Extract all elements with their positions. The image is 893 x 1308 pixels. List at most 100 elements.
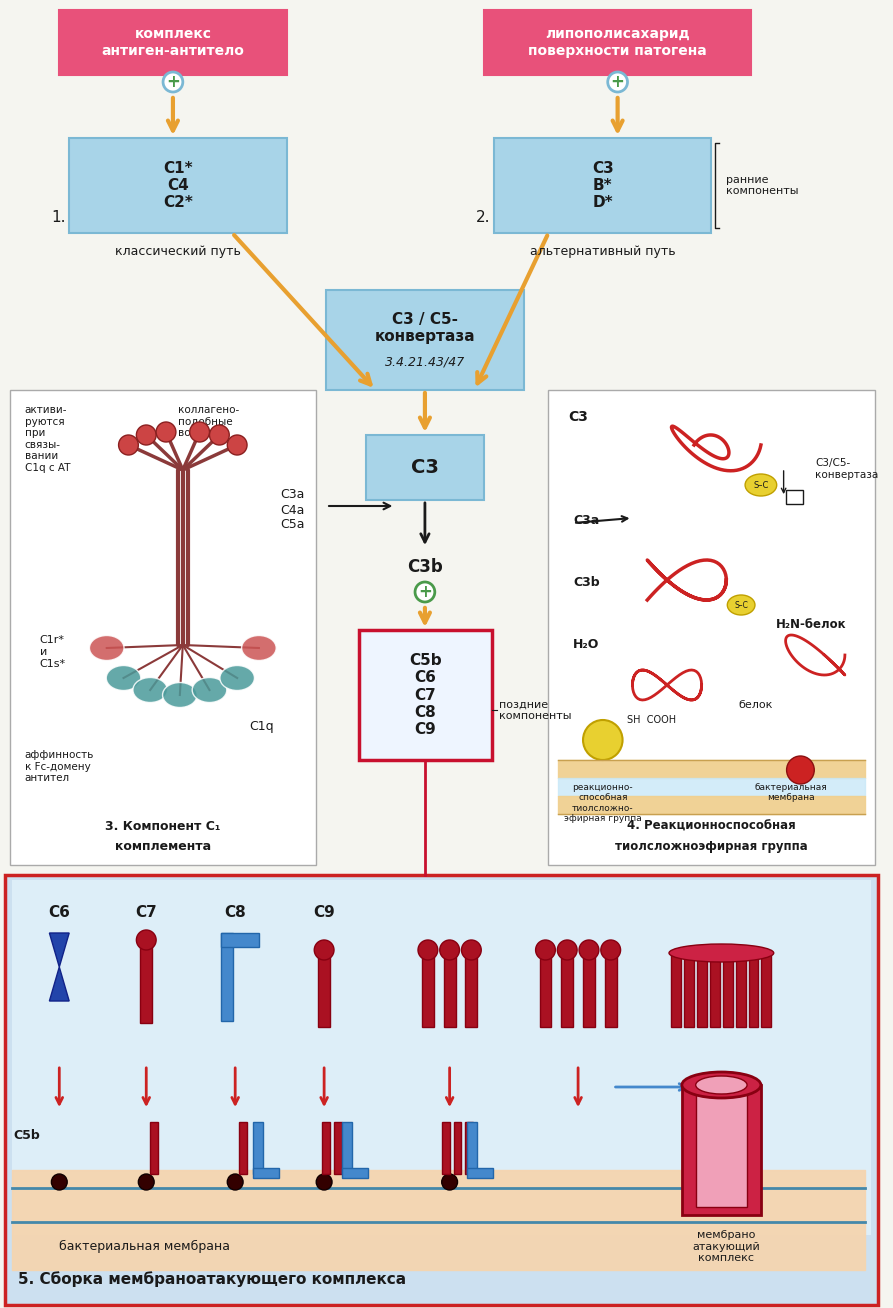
Text: +: + (611, 73, 624, 92)
FancyBboxPatch shape (454, 1122, 462, 1175)
Text: C3b: C3b (407, 559, 443, 576)
Ellipse shape (89, 636, 124, 661)
Text: 1.: 1. (52, 211, 66, 225)
FancyBboxPatch shape (682, 1086, 761, 1215)
FancyBboxPatch shape (342, 1168, 368, 1179)
FancyBboxPatch shape (583, 955, 595, 1027)
Text: 3.4.21.43/47: 3.4.21.43/47 (385, 356, 465, 369)
Text: C3: C3 (568, 409, 588, 424)
Ellipse shape (669, 944, 773, 961)
FancyBboxPatch shape (318, 955, 330, 1027)
Text: C7: C7 (136, 905, 157, 920)
Circle shape (314, 940, 334, 960)
Circle shape (579, 940, 599, 960)
FancyBboxPatch shape (342, 1122, 352, 1175)
Circle shape (442, 1175, 457, 1190)
Text: 2.: 2. (476, 211, 491, 225)
Circle shape (557, 940, 577, 960)
FancyBboxPatch shape (359, 630, 492, 760)
FancyBboxPatch shape (722, 954, 733, 1027)
Text: 4. Реакционноспособная: 4. Реакционноспособная (627, 820, 796, 833)
Text: C3a
C4a
C5a: C3a C4a C5a (280, 488, 305, 531)
Text: C6: C6 (48, 905, 71, 920)
FancyBboxPatch shape (442, 1122, 449, 1175)
FancyBboxPatch shape (484, 10, 751, 75)
Text: активи-
руются
при
связы-
вании
C1q с AT: активи- руются при связы- вании C1q с AT (25, 405, 71, 473)
Circle shape (536, 940, 555, 960)
Circle shape (583, 719, 622, 760)
Text: C5b: C5b (13, 1129, 40, 1142)
Circle shape (52, 1175, 67, 1190)
Circle shape (119, 436, 138, 455)
Circle shape (163, 72, 183, 92)
Ellipse shape (682, 1073, 761, 1097)
Text: комплекс
антиген-антитело: комплекс антиген-антитело (102, 27, 245, 58)
Text: C9: C9 (313, 905, 335, 920)
FancyBboxPatch shape (762, 954, 772, 1027)
FancyBboxPatch shape (365, 436, 484, 500)
Ellipse shape (106, 666, 141, 691)
Circle shape (787, 756, 814, 783)
Text: H₂N-белок: H₂N-белок (776, 619, 847, 632)
Text: S–C: S–C (753, 480, 769, 489)
FancyBboxPatch shape (10, 390, 316, 865)
Ellipse shape (727, 595, 755, 615)
FancyBboxPatch shape (59, 10, 287, 75)
FancyBboxPatch shape (253, 1168, 279, 1179)
Text: реакционно-
способная
тиолсложно-
эфирная группа: реакционно- способная тиолсложно- эфирна… (563, 783, 642, 823)
FancyBboxPatch shape (465, 1122, 473, 1175)
FancyBboxPatch shape (696, 1092, 747, 1207)
Circle shape (137, 425, 156, 445)
Circle shape (189, 422, 210, 442)
Text: C5b
C6
C7
C8
C9: C5b C6 C7 C8 C9 (409, 653, 442, 738)
FancyBboxPatch shape (467, 1122, 477, 1175)
Text: +: + (166, 73, 179, 92)
Text: C3: C3 (411, 458, 438, 477)
FancyBboxPatch shape (672, 954, 681, 1027)
FancyBboxPatch shape (221, 933, 259, 947)
Text: ранние
компоненты: ранние компоненты (726, 175, 799, 196)
Text: C1q: C1q (249, 719, 274, 732)
FancyBboxPatch shape (736, 954, 746, 1027)
Text: H₂O: H₂O (573, 638, 599, 651)
Ellipse shape (133, 678, 168, 702)
FancyBboxPatch shape (221, 933, 233, 1022)
FancyBboxPatch shape (562, 955, 573, 1027)
FancyBboxPatch shape (150, 1122, 158, 1175)
Text: поздние
компоненты: поздние компоненты (499, 700, 572, 721)
Polygon shape (49, 933, 69, 967)
Ellipse shape (220, 666, 255, 691)
FancyBboxPatch shape (422, 955, 434, 1027)
FancyBboxPatch shape (444, 955, 455, 1027)
Ellipse shape (192, 678, 227, 702)
Ellipse shape (163, 683, 197, 708)
FancyBboxPatch shape (494, 139, 712, 233)
Ellipse shape (242, 636, 276, 661)
FancyBboxPatch shape (253, 1122, 263, 1175)
FancyBboxPatch shape (322, 1122, 330, 1175)
Text: +: + (418, 583, 432, 600)
FancyBboxPatch shape (710, 954, 720, 1027)
Circle shape (418, 940, 438, 960)
Circle shape (228, 436, 247, 455)
FancyBboxPatch shape (239, 1122, 247, 1175)
Text: липополисахарид
поверхности патогена: липополисахарид поверхности патогена (529, 27, 707, 58)
Text: C3/C5-
конвертаза: C3/C5- конвертаза (815, 458, 879, 480)
FancyBboxPatch shape (69, 139, 287, 233)
FancyBboxPatch shape (786, 490, 804, 504)
Text: классический путь: классический путь (115, 245, 241, 258)
FancyBboxPatch shape (605, 955, 617, 1027)
Circle shape (138, 1175, 154, 1190)
Text: C3b: C3b (573, 577, 600, 590)
FancyBboxPatch shape (5, 875, 878, 1305)
Text: аффинность
к Fc-домену
антител: аффинность к Fc-домену антител (25, 749, 94, 783)
Circle shape (156, 422, 176, 442)
Text: SH  COOH: SH COOH (628, 715, 677, 725)
FancyBboxPatch shape (684, 954, 694, 1027)
Text: C1r*
и
C1s*: C1r* и C1s* (39, 636, 66, 668)
FancyBboxPatch shape (465, 955, 477, 1027)
Text: 5. Сборка мембраноатакующего комплекса: 5. Сборка мембраноатакующего комплекса (18, 1271, 406, 1287)
Text: бактериальная
мембрана: бактериальная мембрана (755, 783, 827, 802)
Circle shape (439, 940, 460, 960)
Text: C3a: C3a (573, 514, 599, 527)
